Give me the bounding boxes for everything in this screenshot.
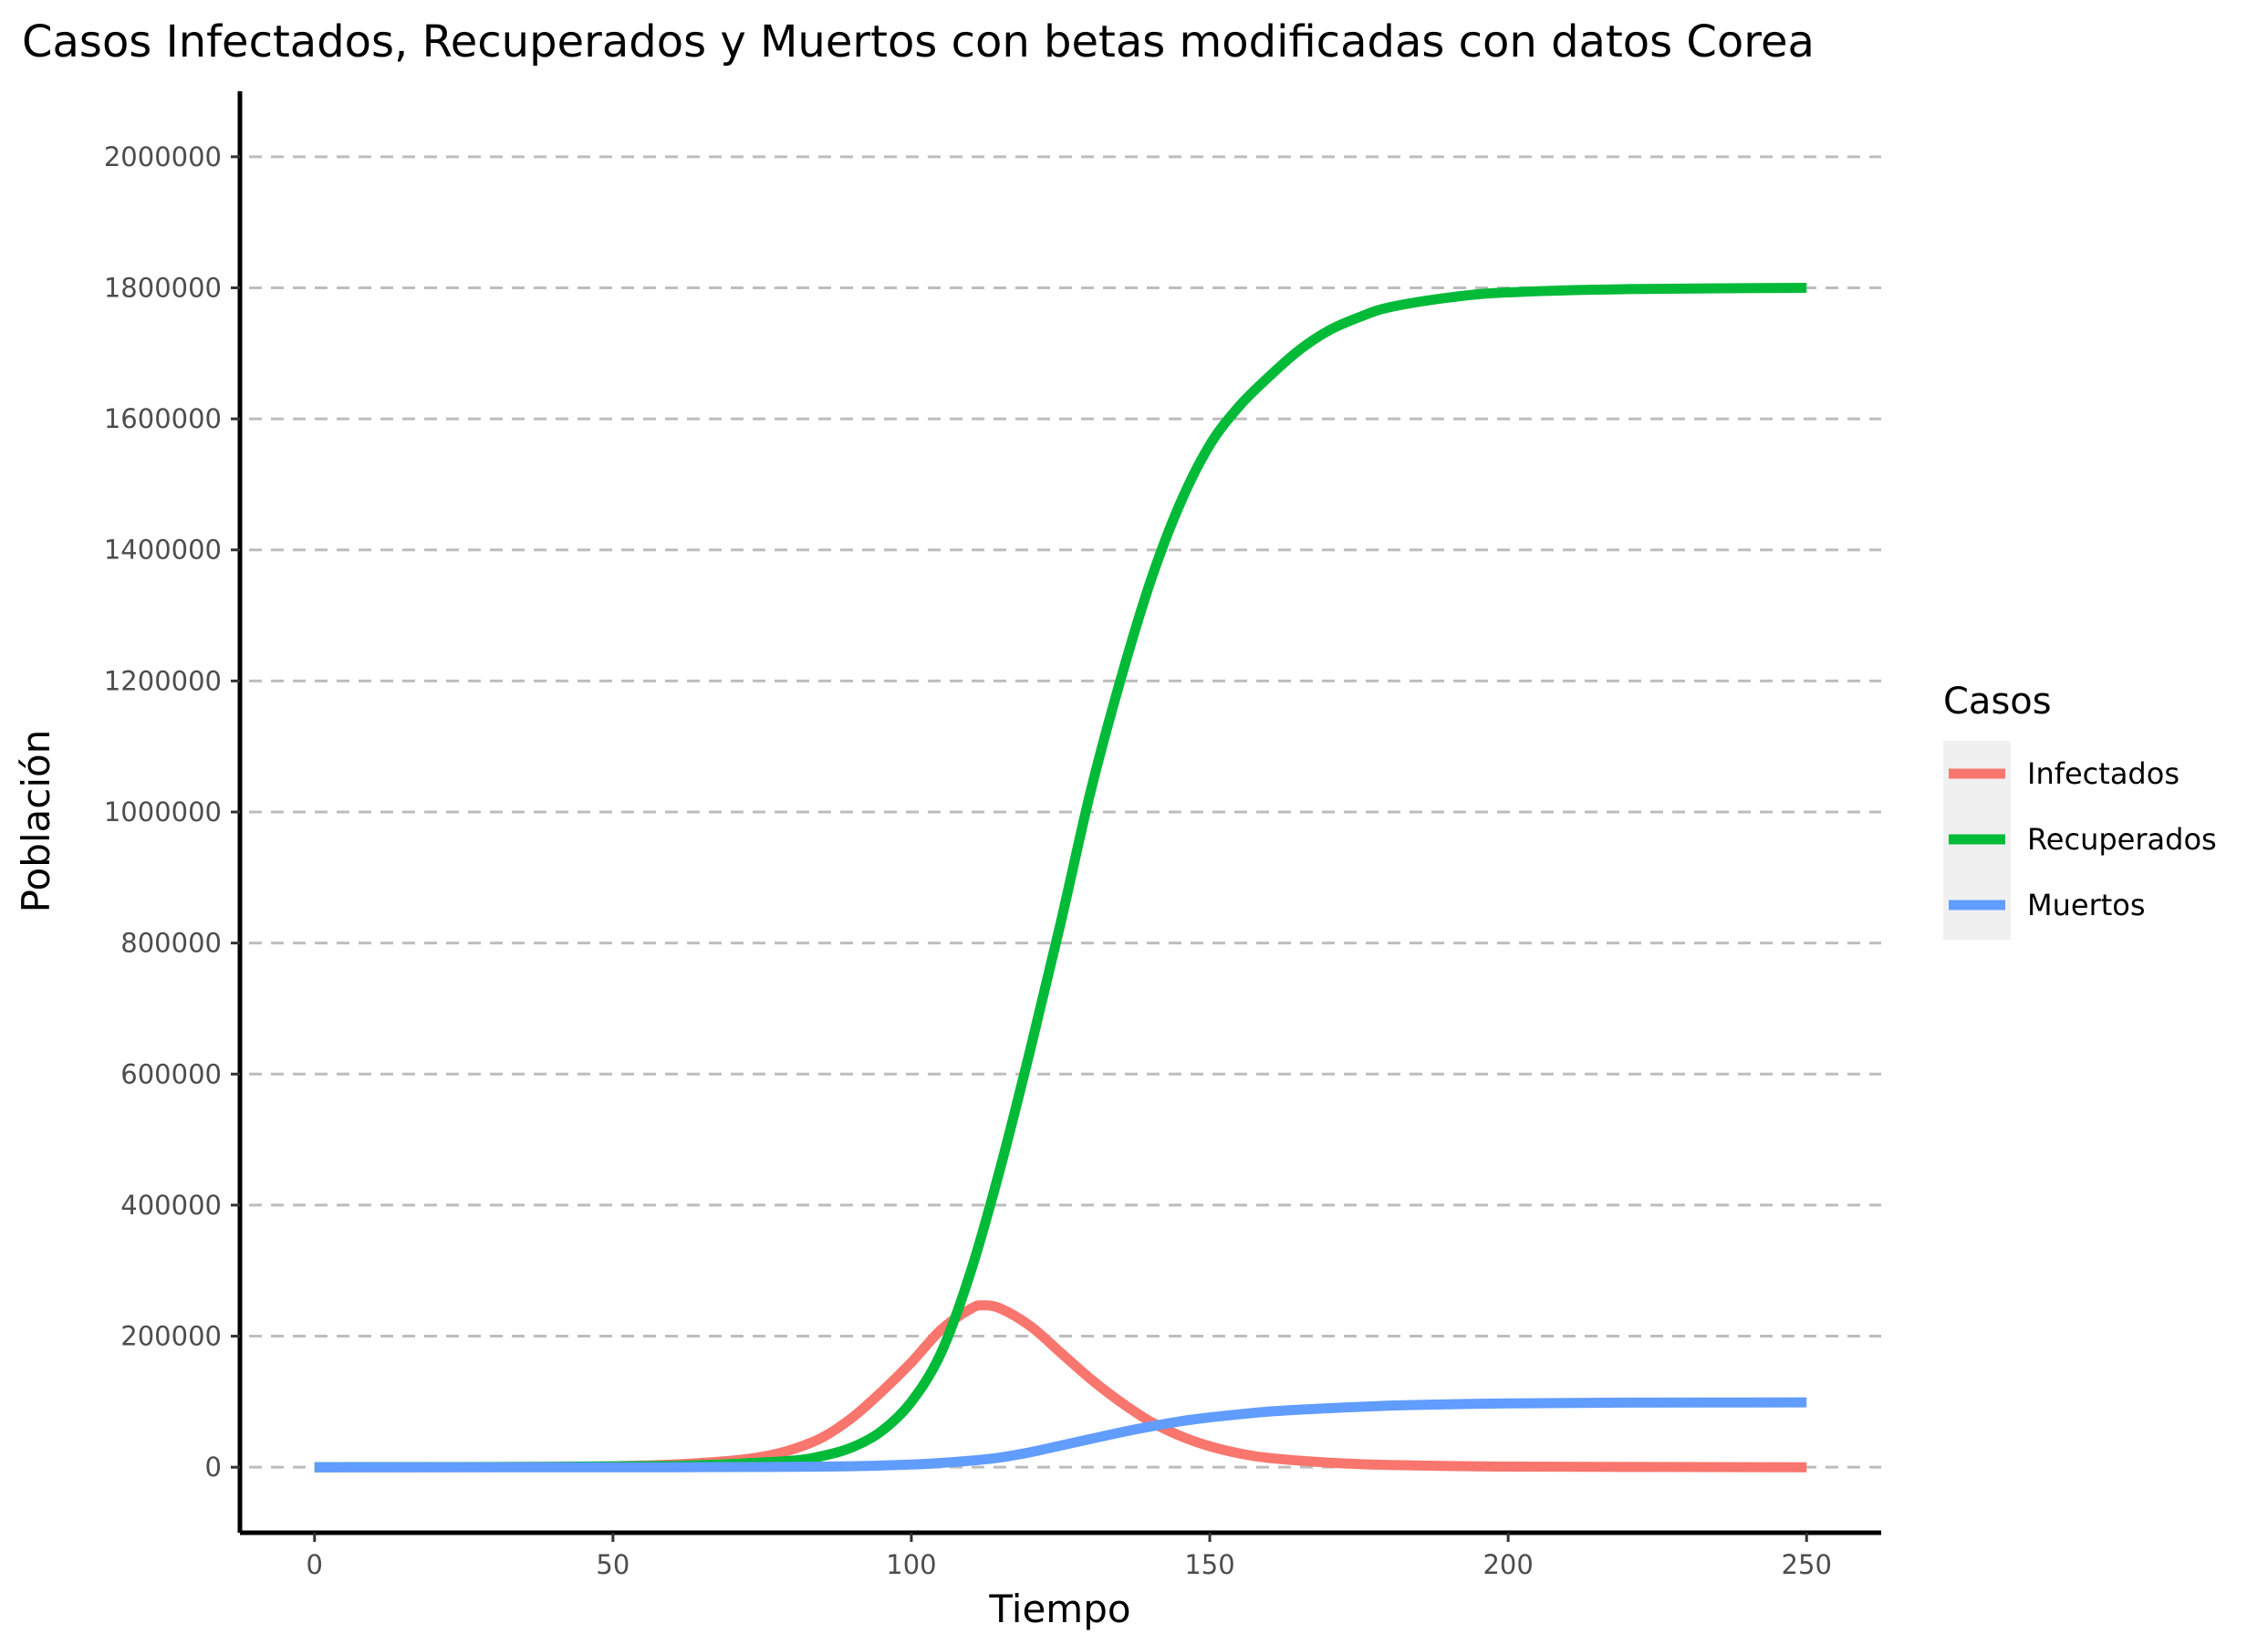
x-tick-label: 0 bbox=[307, 1549, 323, 1580]
y-axis-ticks: 0 200000 400000 600000 800000 1000000 1200000 1… bbox=[104, 141, 240, 1483]
y-tick-label: 1600000 bbox=[104, 403, 222, 434]
series-line-recuperados bbox=[314, 283, 1807, 1473]
legend: Casos Infectados Recuperados Muertos bbox=[1943, 681, 2217, 940]
legend-title: Casos bbox=[1943, 681, 2052, 723]
y-tick-label: 800000 bbox=[120, 928, 222, 959]
y-tick-label: 1000000 bbox=[104, 796, 222, 827]
chart-title: Casos Infectados, Recuperados y Muertos … bbox=[22, 16, 1815, 68]
x-axis-ticks: 0 50 100 150 200 250 bbox=[307, 1533, 1832, 1580]
y-tick-label: 1200000 bbox=[104, 665, 222, 696]
y-tick-label: 600000 bbox=[120, 1058, 222, 1089]
y-tick-label: 400000 bbox=[120, 1190, 222, 1221]
x-tick-label: 200 bbox=[1483, 1549, 1533, 1580]
y-axis-title: Población bbox=[14, 730, 58, 913]
y-tick-label: 0 bbox=[205, 1452, 222, 1483]
y-tick-label: 1400000 bbox=[104, 535, 222, 566]
legend-items: Infectados Recuperados Muertos bbox=[1949, 756, 2217, 922]
grid-lines bbox=[249, 155, 1881, 1469]
y-tick-label: 2000000 bbox=[104, 141, 222, 172]
legend-label-infectados: Infectados bbox=[2027, 756, 2180, 791]
x-tick-label: 150 bbox=[1184, 1549, 1234, 1580]
series-layer bbox=[314, 283, 1807, 1473]
x-tick-label: 250 bbox=[1782, 1549, 1832, 1580]
y-tick-label: 1800000 bbox=[104, 272, 222, 303]
y-tick-label: 200000 bbox=[120, 1321, 222, 1352]
x-tick-label: 50 bbox=[596, 1549, 629, 1580]
x-tick-label: 100 bbox=[886, 1549, 936, 1580]
legend-label-muertos: Muertos bbox=[2027, 888, 2146, 922]
series-line-muertos bbox=[314, 1397, 1807, 1473]
legend-label-recuperados: Recuperados bbox=[2027, 822, 2217, 857]
x-axis-title: Tiempo bbox=[988, 1587, 1130, 1631]
